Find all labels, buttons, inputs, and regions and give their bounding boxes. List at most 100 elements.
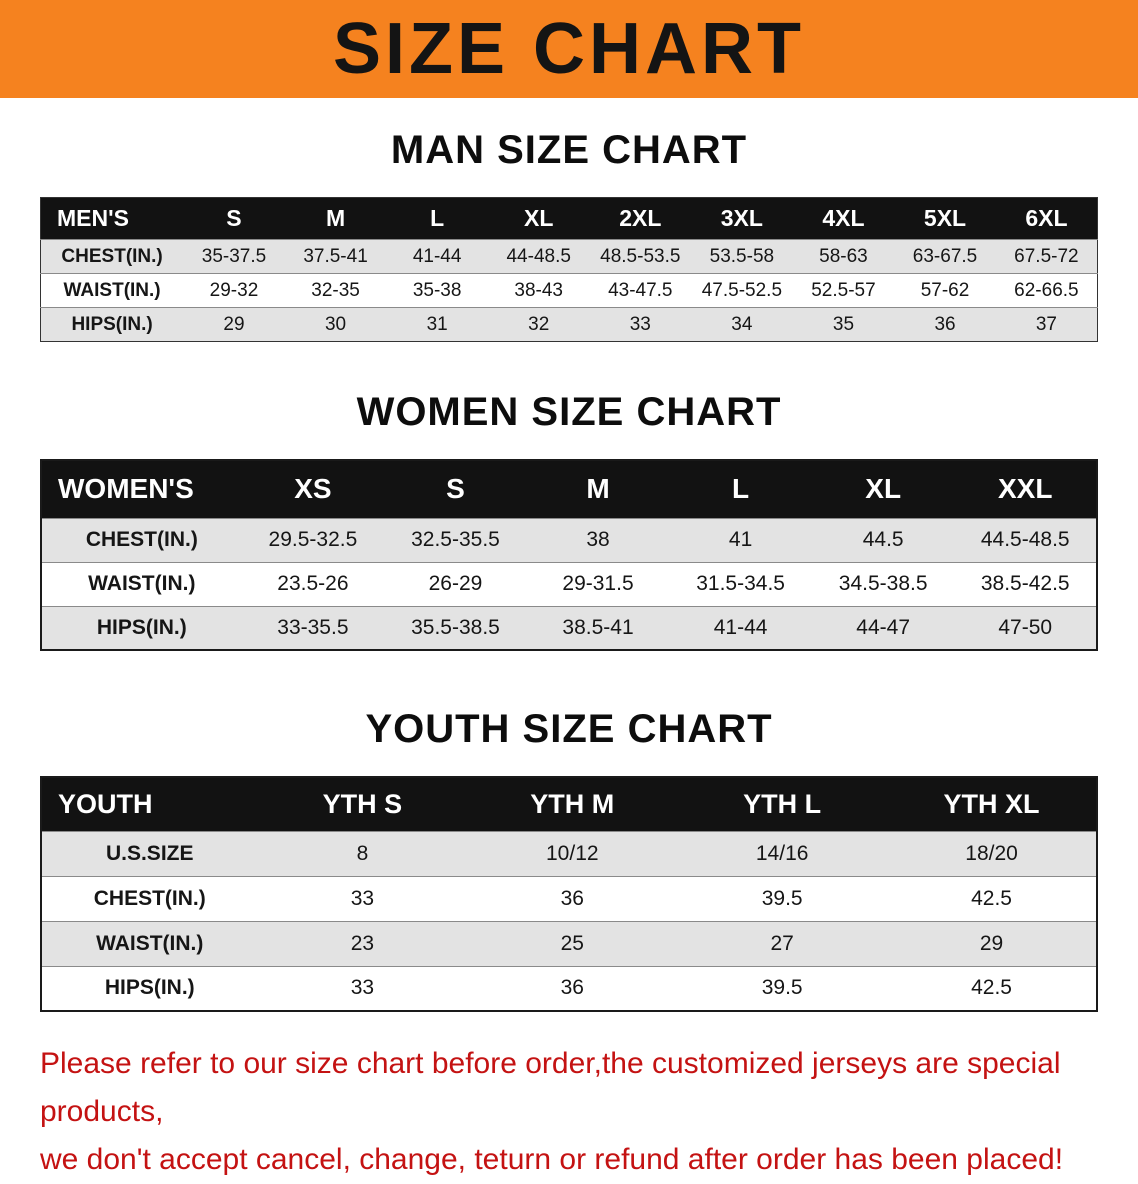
header-row: MEN'S S M L XL 2XL 3XL 4XL 5XL 6XL <box>40 197 1098 240</box>
size-value-cell: 53.5-58 <box>691 239 793 274</box>
womens-size-grid: WOMEN'S XS S M L XL XXL CHEST(IN.) 29.5-32.5 32.5… <box>40 459 1098 651</box>
size-value-cell: 42.5 <box>887 965 1097 1011</box>
size-value-cell: 38.5-41 <box>526 605 670 650</box>
size-value-cell: 29 <box>183 307 285 342</box>
size-value-cell: 25 <box>467 920 678 966</box>
size-value-cell: 34 <box>691 307 793 342</box>
size-value-cell: 44-47 <box>811 605 955 650</box>
size-value-cell: 63-67.5 <box>894 239 996 274</box>
women-section-heading: WOMEN SIZE CHART <box>356 390 782 434</box>
size-value-cell: 32-35 <box>284 273 387 308</box>
column-header: L <box>669 460 812 518</box>
row-label: HIPS(IN.) <box>40 307 184 342</box>
row-label: CHEST(IN.) <box>40 239 184 274</box>
size-value-cell: 8 <box>257 830 468 876</box>
row-label: WAIST(IN.) <box>41 920 258 966</box>
size-value-cell: 30 <box>284 307 387 342</box>
row-label: CHEST(IN.) <box>41 875 258 921</box>
size-value-cell: 67.5-72 <box>995 239 1098 274</box>
size-value-cell: 33 <box>257 875 468 921</box>
size-value-cell: 41-44 <box>669 605 812 650</box>
table-row: HIPS(IN.) 33 36 39.5 42.5 <box>41 965 1097 1011</box>
mens-size-grid: MEN'S S M L XL 2XL 3XL 4XL 5XL 6XL CHEST(IN.) 35-37… <box>40 197 1098 342</box>
size-value-cell: 36 <box>467 965 678 1011</box>
size-value-cell: 32.5-35.5 <box>384 517 527 562</box>
youth-size-table: YOUTH YTH S YTH M YTH L YTH XL U.S.SIZE 8 10/12… <box>40 776 1098 1012</box>
size-value-cell: 26-29 <box>384 561 527 606</box>
size-value-cell: 33 <box>589 307 692 342</box>
size-value-cell: 35-37.5 <box>183 239 285 274</box>
size-value-cell: 33-35.5 <box>241 605 385 650</box>
table-row: CHEST(IN.) 29.5-32.5 32.5-35.5 38 41 44.5 44.5… <box>41 517 1097 562</box>
column-header: 3XL <box>691 197 793 240</box>
size-value-cell: 29-32 <box>183 273 285 308</box>
size-value-cell: 23.5-26 <box>241 561 385 606</box>
size-value-cell: 39.5 <box>677 875 888 921</box>
header-row: YOUTH YTH S YTH M YTH L YTH XL <box>41 777 1097 831</box>
womens-size-table: WOMEN'S XS S M L XL XXL CHEST(IN.) 29.5-32.5 32.5… <box>40 459 1098 651</box>
size-value-cell: 43-47.5 <box>589 273 692 308</box>
size-value-cell: 38 <box>526 517 670 562</box>
size-value-cell: 35-38 <box>386 273 488 308</box>
size-value-cell: 58-63 <box>792 239 895 274</box>
size-value-cell: 31 <box>386 307 488 342</box>
size-value-cell: 41 <box>669 517 812 562</box>
size-value-cell: 52.5-57 <box>792 273 895 308</box>
column-header: YTH S <box>257 777 468 831</box>
mens-size-table: MEN'S S M L XL 2XL 3XL 4XL 5XL 6XL CHEST(IN.) 35-37… <box>40 197 1098 342</box>
column-header: YTH M <box>467 777 678 831</box>
section-men: MAN SIZE CHART MEN'S S M L XL 2XL 3XL 4XL 5XL 6XL… <box>0 128 1138 342</box>
table-row: HIPS(IN.) 29 30 31 32 33 34 35 36 37 <box>40 307 1098 342</box>
size-value-cell: 33 <box>257 965 468 1011</box>
size-value-cell: 44-48.5 <box>487 239 590 274</box>
size-value-cell: 31.5-34.5 <box>669 561 812 606</box>
column-header: M <box>526 460 670 518</box>
size-value-cell: 44.5 <box>811 517 955 562</box>
column-header: XXL <box>954 460 1097 518</box>
row-label: HIPS(IN.) <box>41 605 242 650</box>
size-value-cell: 44.5-48.5 <box>954 517 1097 562</box>
size-value-cell: 57-62 <box>894 273 996 308</box>
size-value-cell: 41-44 <box>386 239 488 274</box>
size-value-cell: 48.5-53.5 <box>589 239 692 274</box>
youth-size-grid: YOUTH YTH S YTH M YTH L YTH XL U.S.SIZE 8 10/12… <box>40 776 1098 1012</box>
row-label: HIPS(IN.) <box>41 965 258 1011</box>
column-header: 6XL <box>995 197 1098 240</box>
section-youth: YOUTH SIZE CHART YOUTH YTH S YTH M YTH L YTH… <box>0 707 1138 1012</box>
size-value-cell: 37.5-41 <box>284 239 387 274</box>
size-value-cell: 14/16 <box>677 830 888 876</box>
column-header: XL <box>811 460 955 518</box>
header-row: WOMEN'S XS S M L XL XXL <box>41 460 1097 518</box>
size-value-cell: 18/20 <box>887 830 1097 876</box>
banner: SIZE CHART <box>0 0 1138 98</box>
table-title-cell: YOUTH <box>41 777 258 831</box>
table-row: WAIST(IN.) 29-32 32-35 35-38 38-43 43-47.5 47.… <box>40 273 1098 308</box>
size-value-cell: 35 <box>792 307 895 342</box>
disclaimer: Please refer to our size chart before or… <box>40 1040 1098 1184</box>
column-header: YTH XL <box>887 777 1097 831</box>
table-row: U.S.SIZE 8 10/12 14/16 18/20 <box>41 830 1097 876</box>
table-row: WAIST(IN.) 23 25 27 29 <box>41 920 1097 966</box>
row-label: U.S.SIZE <box>41 830 258 876</box>
size-value-cell: 29.5-32.5 <box>241 517 385 562</box>
size-value-cell: 27 <box>677 920 888 966</box>
size-value-cell: 29-31.5 <box>526 561 670 606</box>
column-header: 4XL <box>792 197 895 240</box>
size-value-cell: 42.5 <box>887 875 1097 921</box>
column-header: S <box>384 460 527 518</box>
size-value-cell: 39.5 <box>677 965 888 1011</box>
size-value-cell: 47.5-52.5 <box>691 273 793 308</box>
row-label: WAIST(IN.) <box>40 273 184 308</box>
size-value-cell: 34.5-38.5 <box>811 561 955 606</box>
size-value-cell: 37 <box>995 307 1098 342</box>
men-section-heading: MAN SIZE CHART <box>390 128 748 172</box>
size-value-cell: 38.5-42.5 <box>954 561 1097 606</box>
table-row: WAIST(IN.) 23.5-26 26-29 29-31.5 31.5-34.5 34… <box>41 561 1097 606</box>
size-value-cell: 36 <box>894 307 996 342</box>
column-header: 5XL <box>894 197 996 240</box>
column-header: XL <box>487 197 590 240</box>
size-value-cell: 47-50 <box>954 605 1097 650</box>
size-value-cell: 62-66.5 <box>995 273 1098 308</box>
table-row: HIPS(IN.) 33-35.5 35.5-38.5 38.5-41 41-44 44-… <box>41 605 1097 650</box>
